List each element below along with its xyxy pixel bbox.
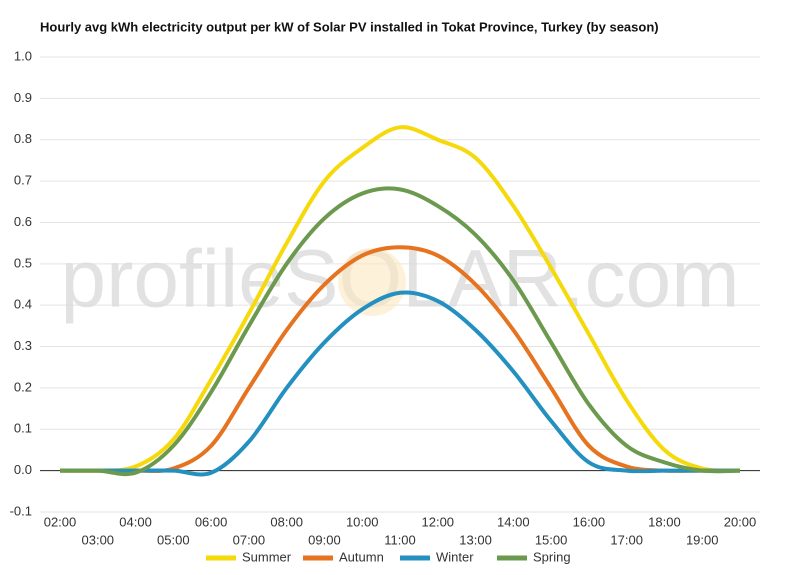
legend-label: Autumn <box>339 549 384 564</box>
y-tick-label: -0.1 <box>10 503 32 518</box>
legend-label: Summer <box>242 549 292 564</box>
x-tick-label: 12:00 <box>422 514 455 529</box>
watermark-sun <box>338 248 406 316</box>
x-tick-label: 09:00 <box>308 532 341 547</box>
y-tick-label: 0.3 <box>14 338 32 353</box>
y-tick-label: 0.6 <box>14 214 32 229</box>
x-tick-label: 19:00 <box>686 532 719 547</box>
x-tick-label: 13:00 <box>459 532 492 547</box>
x-tick-label: 20:00 <box>724 514 757 529</box>
chart-title: Hourly avg kWh electricity output per kW… <box>40 19 659 34</box>
y-tick-label: 0.2 <box>14 379 32 394</box>
legend-label: Spring <box>533 549 571 564</box>
x-tick-label: 03:00 <box>82 532 115 547</box>
series-line <box>59 290 740 477</box>
y-tick-label: 0.0 <box>14 462 32 477</box>
legend-label: Winter <box>436 549 474 564</box>
x-tick-label: 11:00 <box>384 532 416 547</box>
y-tick-label: 0.7 <box>14 173 32 188</box>
series-line <box>59 186 741 477</box>
x-tick-label: 18:00 <box>648 514 681 529</box>
series-line <box>59 245 740 474</box>
y-tick-label: 0.9 <box>14 90 32 105</box>
y-tick-label: 0.4 <box>14 297 32 312</box>
x-tick-label: 02:00 <box>44 514 77 529</box>
y-tick-label: 0.5 <box>14 255 32 270</box>
x-tick-label: 04:00 <box>119 514 152 529</box>
x-tick-label: 08:00 <box>270 514 303 529</box>
x-tick-label: 14:00 <box>497 514 530 529</box>
y-tick-label: 0.1 <box>14 421 32 436</box>
x-tick-label: 07:00 <box>233 532 266 547</box>
x-tick-label: 15:00 <box>535 532 568 547</box>
x-tick-label: 06:00 <box>195 514 228 529</box>
x-tick-label: 17:00 <box>610 532 643 547</box>
y-tick-label: 1.0 <box>14 48 32 63</box>
series-line <box>59 125 741 473</box>
x-tick-label: 16:00 <box>573 514 606 529</box>
x-tick-label: 05:00 <box>157 532 190 547</box>
x-tick-label: 10:00 <box>346 514 379 529</box>
y-tick-label: 0.8 <box>14 131 32 146</box>
